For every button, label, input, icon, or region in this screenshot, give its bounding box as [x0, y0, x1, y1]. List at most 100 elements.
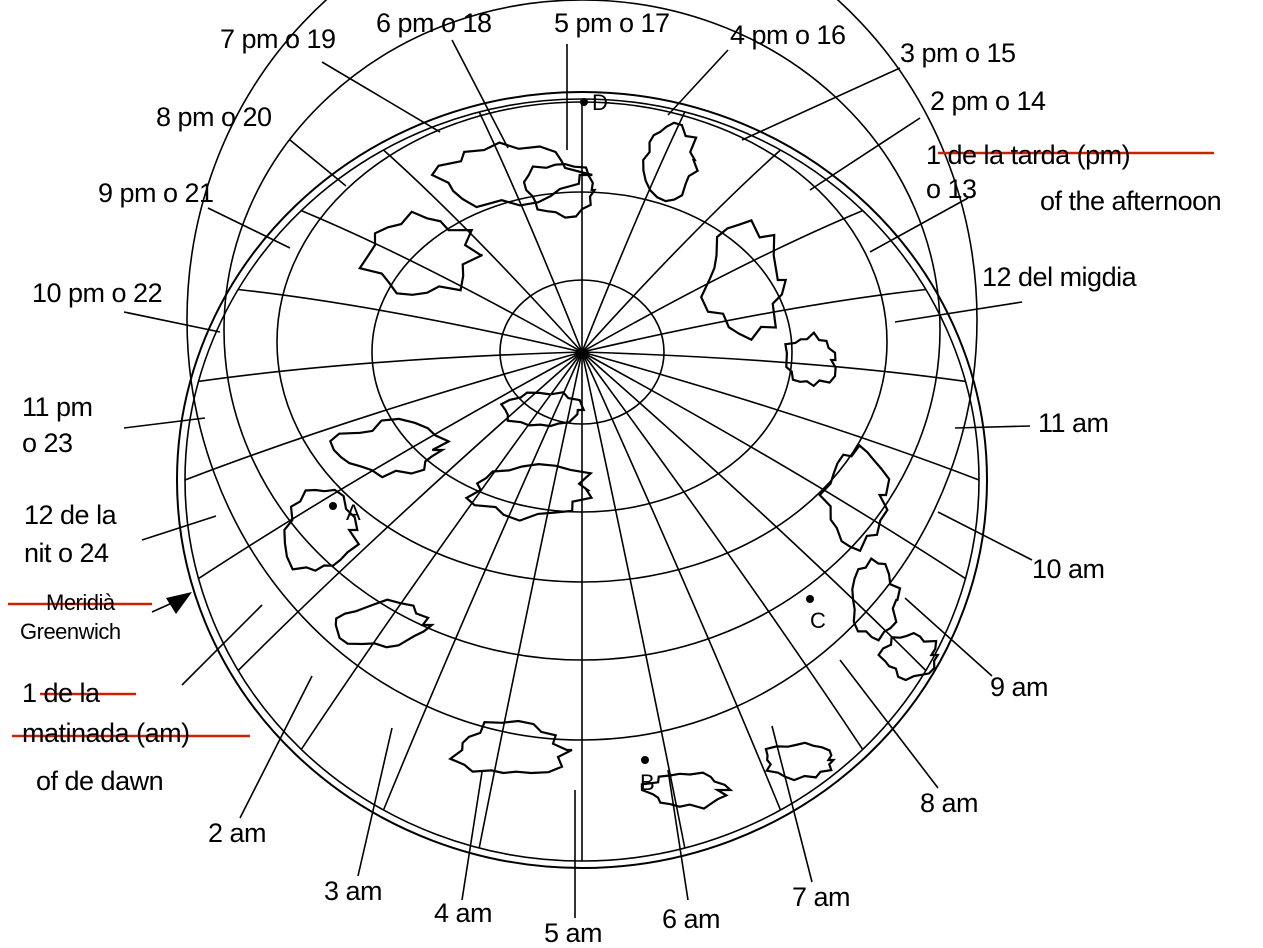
coastline-region	[877, 631, 940, 682]
leader-20	[289, 139, 347, 187]
meridian-line	[198, 351, 583, 580]
point-b-label: B	[640, 770, 655, 795]
meridian-line	[237, 351, 583, 672]
point-a-dot	[329, 502, 337, 510]
meridian-line	[238, 288, 583, 353]
label-hour-24-line2: nit o 24	[24, 538, 109, 568]
label-hour-13-correction: of the afternoon	[1040, 186, 1222, 216]
coastline-region	[640, 771, 734, 810]
label-hour-11: 11 am	[1038, 408, 1109, 438]
meridian-line	[382, 149, 583, 353]
coastline-region	[699, 219, 788, 342]
leader-15	[741, 67, 901, 141]
meridian-line	[300, 351, 583, 750]
meridian-line	[198, 351, 583, 383]
label-hour-14: 2 pm o 14	[930, 86, 1046, 116]
meridian-line	[581, 149, 782, 353]
coastline-region	[499, 391, 586, 428]
label-hour-16: 4 pm o 16	[730, 20, 846, 50]
label-hour-8: 8 am	[920, 788, 979, 818]
meridian-line	[581, 351, 686, 849]
label-hour-1-line2: matinada (am)	[22, 718, 190, 748]
leader-10	[937, 511, 1033, 561]
label-hour-21: 9 pm o 21	[98, 178, 214, 208]
coastline-region	[642, 121, 699, 203]
coastlines	[283, 121, 940, 810]
leader-3	[357, 727, 393, 877]
label-hour-22: 10 pm o 22	[32, 278, 163, 308]
leader-14	[809, 117, 921, 191]
coastline-region	[764, 741, 836, 782]
meridian-line	[581, 351, 966, 580]
leader-11	[954, 425, 1031, 429]
label-hour-17: 5 pm o 17	[554, 8, 670, 38]
coastline-region	[448, 719, 573, 775]
leader-1	[181, 604, 263, 686]
label-hour-9: 9 am	[990, 672, 1049, 702]
label-hour-18: 6 pm o 18	[376, 8, 492, 38]
meridian-line	[478, 351, 583, 849]
meridian-line	[382, 351, 583, 811]
coastline-region	[784, 331, 837, 388]
label-hour-24-line1: 12 de la	[24, 500, 117, 530]
meridian-line	[581, 351, 980, 481]
label-hour-3: 3 am	[324, 876, 383, 906]
strike-lines	[8, 151, 1214, 738]
leader-21	[207, 207, 291, 249]
point-d-dot	[580, 98, 588, 106]
label-meridian-line1: Meridià	[46, 590, 115, 615]
leader-8	[839, 659, 939, 789]
label-hour-19: 7 pm o 19	[220, 24, 336, 54]
globe	[176, 0, 988, 869]
leader-22	[123, 311, 221, 333]
meridian-line	[581, 351, 966, 383]
label-hour-13-line1: 1 de la tarda (pm)	[926, 140, 1131, 170]
label-hour-1-correction: of de dawn	[36, 766, 164, 796]
label-hour-23-line2: o 23	[22, 428, 73, 458]
label-hour-12: 12 del migdia	[982, 262, 1137, 292]
leader-18	[451, 39, 509, 149]
point-d-label: D	[592, 90, 608, 115]
leader-4	[461, 771, 483, 901]
leader-lines	[123, 39, 1033, 918]
leader-9	[904, 597, 993, 677]
label-hour-20: 8 pm o 20	[156, 102, 272, 132]
label-meridian-line2: Greenwich	[20, 619, 121, 644]
meridian-line	[184, 351, 583, 481]
leader-24	[141, 515, 217, 541]
label-hour-23-line1: 11 pm	[22, 392, 93, 422]
leader-2	[239, 675, 313, 819]
coastline-region	[818, 443, 891, 553]
label-hour-15: 3 pm o 15	[900, 38, 1016, 68]
meridian-line	[581, 209, 864, 353]
leader-6	[667, 769, 689, 901]
leader-7	[771, 725, 813, 883]
coastline-region	[522, 162, 597, 219]
point-a-label: A	[346, 500, 361, 525]
leader-13	[869, 197, 969, 253]
label-hour-13-line2: o 13	[926, 174, 977, 204]
greenwich-arrow	[151, 592, 192, 614]
point-c-label: C	[810, 608, 826, 633]
label-hour-7: 7 am	[792, 882, 851, 912]
leader-19	[321, 61, 441, 133]
meridian-line	[581, 351, 927, 672]
leader-23	[123, 417, 206, 429]
coastline-region	[851, 557, 902, 642]
coastline-region	[283, 488, 361, 572]
globe-outline-outer	[176, 91, 988, 869]
label-hour-1-line1: 1 de la	[22, 678, 100, 708]
meridian-line	[581, 351, 782, 811]
label-hour-10: 10 am	[1032, 554, 1105, 584]
meridian-line	[478, 111, 583, 353]
label-hour-6: 6 am	[662, 904, 721, 934]
point-b-dot	[641, 756, 649, 764]
point-c-dot	[806, 595, 814, 603]
coastline-region	[430, 141, 593, 209]
label-hour-2: 2 am	[208, 818, 267, 848]
coastline-region	[334, 598, 435, 649]
coastline-region	[328, 417, 452, 479]
coastline-region	[358, 210, 483, 296]
leader-16	[667, 49, 729, 116]
